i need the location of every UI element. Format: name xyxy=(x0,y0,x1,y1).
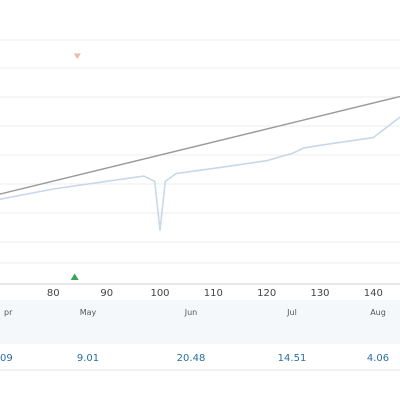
x-tick-label-90: 90 xyxy=(100,288,113,299)
series-line-1 xyxy=(0,95,400,195)
month-label-2: Jun xyxy=(184,308,198,317)
month-row-background xyxy=(0,300,400,344)
month-values: 09 9.01 20.48 14.51 4.06 xyxy=(0,353,389,364)
x-tick-label-110: 110 xyxy=(204,288,223,299)
month-label-0: pr xyxy=(4,308,13,317)
month-value-2: 20.48 xyxy=(177,353,206,364)
month-value-4: 4.06 xyxy=(367,353,389,364)
marker-triangle-down-0 xyxy=(73,53,81,59)
month-value-1: 9.01 xyxy=(77,353,99,364)
marker-triangle-up-1 xyxy=(70,273,79,280)
month-value-3: 14.51 xyxy=(278,353,307,364)
month-label-3: Jul xyxy=(286,308,297,317)
x-tick-label-140: 140 xyxy=(364,288,383,299)
x-tick-label-130: 130 xyxy=(310,288,329,299)
x-tick-labels: 80 90 100 110 120 130 140 xyxy=(47,288,383,299)
grid-lines xyxy=(0,39,400,264)
series-line-0 xyxy=(0,116,400,231)
series-group xyxy=(0,95,400,231)
month-label-4: Aug xyxy=(370,308,386,317)
month-value-0: 09 xyxy=(0,353,13,364)
markers-group xyxy=(70,53,81,280)
x-tick-label-100: 100 xyxy=(150,288,169,299)
month-labels: pr May Jun Jul Aug xyxy=(4,308,386,317)
month-label-1: May xyxy=(80,308,97,317)
x-tick-label-120: 120 xyxy=(257,288,276,299)
x-tick-label-80: 80 xyxy=(47,288,60,299)
